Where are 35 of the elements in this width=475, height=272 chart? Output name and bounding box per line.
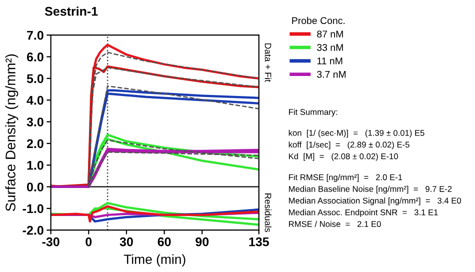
legend-title: Probe Conc. — [292, 16, 345, 24]
x-tick-label: 0 — [86, 237, 92, 246]
y-tick-label: -2.0 — [22, 226, 44, 235]
legend-label: 33 nM — [317, 44, 343, 51]
text: Median Baseline Noise [ng/mm²] = 9.7 E-2 — [289, 186, 452, 194]
text: Median Association Signal [ng/mm²] = 3.4 E0 — [289, 197, 462, 206]
y-tick-label: 2.0 — [26, 139, 44, 148]
y-tick-label: 0.0 — [27, 182, 44, 192]
y-tick-label: 5.0 — [26, 74, 44, 84]
text: Data + Fit — [264, 43, 272, 82]
y-tick-label: 1.0 — [27, 160, 44, 170]
legend-label: 87 nM — [317, 30, 343, 38]
text: Kd [M] = (2.08 ± 0.02) E-10 — [289, 153, 398, 161]
y-tick-label: 3.0 — [26, 118, 44, 126]
legend-label: 11 nM — [317, 58, 342, 64]
y-tick-label: 6.0 — [26, 52, 44, 62]
text: kon [1/ (sec·M)] = (1.39 ± 0.01) E5 — [288, 130, 424, 138]
x-tick-label: 60 — [158, 237, 171, 246]
x-tick-label: 90 — [196, 237, 209, 246]
legend-label: 3.7 nM — [317, 70, 346, 78]
y-tick-label: 7.0 — [27, 30, 44, 40]
text: Residuals — [264, 193, 272, 232]
x-tick-label: 30 — [120, 237, 133, 246]
text: Fit RMSE [ng/mm²] = 2.0 E-1 — [289, 174, 402, 182]
y-axis-title: Surface Density (ng/mm²) — [5, 54, 18, 212]
text: RMSE / Noise = 2.1 E0 — [289, 220, 381, 227]
x-tick-label: -30 — [42, 237, 60, 246]
y-tick-label: -1.0 — [22, 204, 44, 214]
x-axis-title: Time (min) — [124, 254, 186, 267]
chart-title: Sestrin-1 — [44, 6, 98, 16]
y-tick-label: 4.0 — [26, 96, 44, 105]
x-tick-label: 135 — [249, 237, 269, 246]
text: koff [1/sec] = (2.89 ± 0.02) E-5 — [288, 141, 410, 150]
text: Fit Summary: — [289, 108, 338, 117]
text: Median Assoc. Endpoint SNR = 3.1 E1 — [289, 209, 438, 217]
